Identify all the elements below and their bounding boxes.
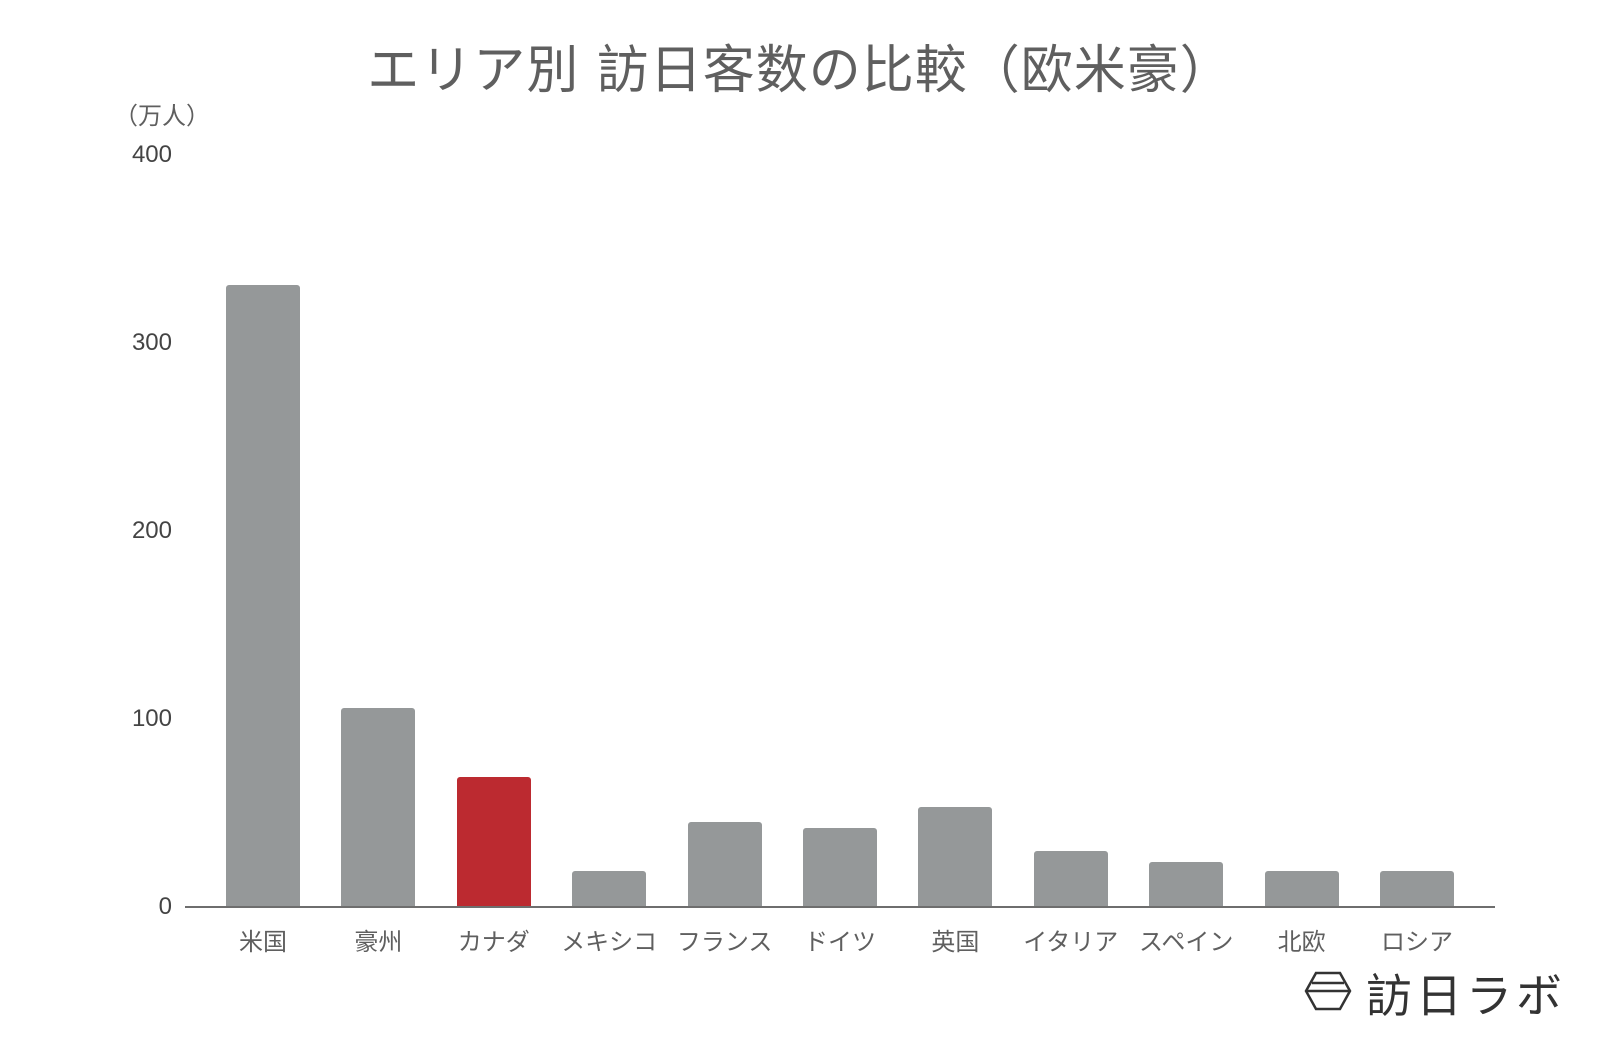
y-tick-label: 100 <box>131 705 172 732</box>
bar-10 <box>1380 871 1454 907</box>
bar-1 <box>341 707 416 907</box>
bar-7 <box>1033 850 1108 907</box>
y-axis-unit-label: （万人） <box>114 102 210 130</box>
x-tick-label: 英国 <box>931 928 980 956</box>
plot-area <box>185 155 1495 907</box>
bar-2 <box>456 777 531 907</box>
x-tick-label: ロシア <box>1381 928 1453 956</box>
y-tick-label: 0 <box>158 893 172 920</box>
x-tick-label: カナダ <box>457 928 530 956</box>
x-tick-label: フランス <box>676 928 773 956</box>
bar-3 <box>572 871 647 907</box>
bar-4 <box>687 822 762 907</box>
x-axis-baseline <box>185 906 1495 908</box>
x-tick-label: 豪州 <box>354 928 403 956</box>
bar-9 <box>1264 871 1339 907</box>
bar-5 <box>803 828 877 907</box>
y-tick-label: 400 <box>131 141 172 168</box>
bar-0 <box>226 284 300 907</box>
bar-8 <box>1149 861 1224 907</box>
x-tick-label: メキシコ <box>561 928 658 956</box>
y-tick-label: 200 <box>131 517 172 544</box>
x-tick-label: スペイン <box>1139 928 1234 956</box>
bar-6 <box>918 807 993 907</box>
hexagon-logo-icon <box>1304 971 1352 1015</box>
x-tick-label: ドイツ <box>804 928 876 956</box>
brand-name: 訪日ラボ <box>1366 969 1566 1023</box>
x-tick-label: イタリア <box>1023 928 1119 956</box>
x-tick-label: 北欧 <box>1277 928 1326 956</box>
brand-logo: 訪日ラボ <box>1304 960 1566 1026</box>
y-tick-label: 300 <box>131 329 172 356</box>
x-tick-label: 米国 <box>239 928 287 956</box>
chart-title: エリア別 訪日客数の比較（欧米豪） <box>367 41 1233 101</box>
